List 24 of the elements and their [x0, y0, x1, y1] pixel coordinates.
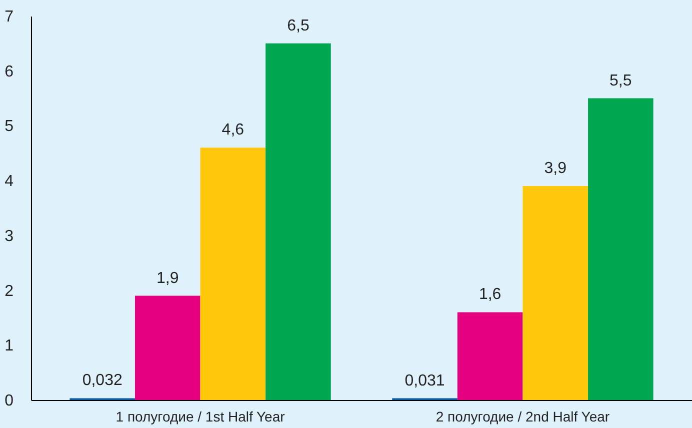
- data-label: 0,032: [82, 372, 122, 390]
- bar: [134, 296, 200, 400]
- bar: [266, 43, 331, 400]
- bar: [200, 148, 266, 400]
- y-tick-label: 7: [4, 8, 14, 26]
- y-tick-label: 2: [4, 282, 14, 300]
- data-label: 1,9: [156, 270, 179, 287]
- x-tick-label: 2 полугодие / 2nd Half Year: [436, 408, 610, 424]
- data-label: 3,9: [544, 160, 567, 178]
- data-label: 1,6: [478, 286, 502, 304]
- bar: [588, 98, 654, 400]
- y-tick-label: 3: [4, 228, 14, 245]
- x-tick-label: 1 полугодие / 1st Half Year: [116, 408, 286, 424]
- data-label: 0,031: [404, 372, 445, 390]
- data-label: 4,6: [222, 122, 244, 139]
- y-tick-label: 4: [4, 173, 14, 190]
- y-tick-label: 0: [4, 392, 14, 410]
- y-tick-label: 6: [4, 63, 14, 80]
- data-label: 6,5: [287, 17, 310, 34]
- y-tick-label: 5: [4, 118, 14, 136]
- bar: [522, 186, 588, 400]
- bar: [457, 312, 523, 400]
- y-tick-label: 1: [4, 338, 14, 355]
- data-label: 5,5: [610, 72, 632, 90]
